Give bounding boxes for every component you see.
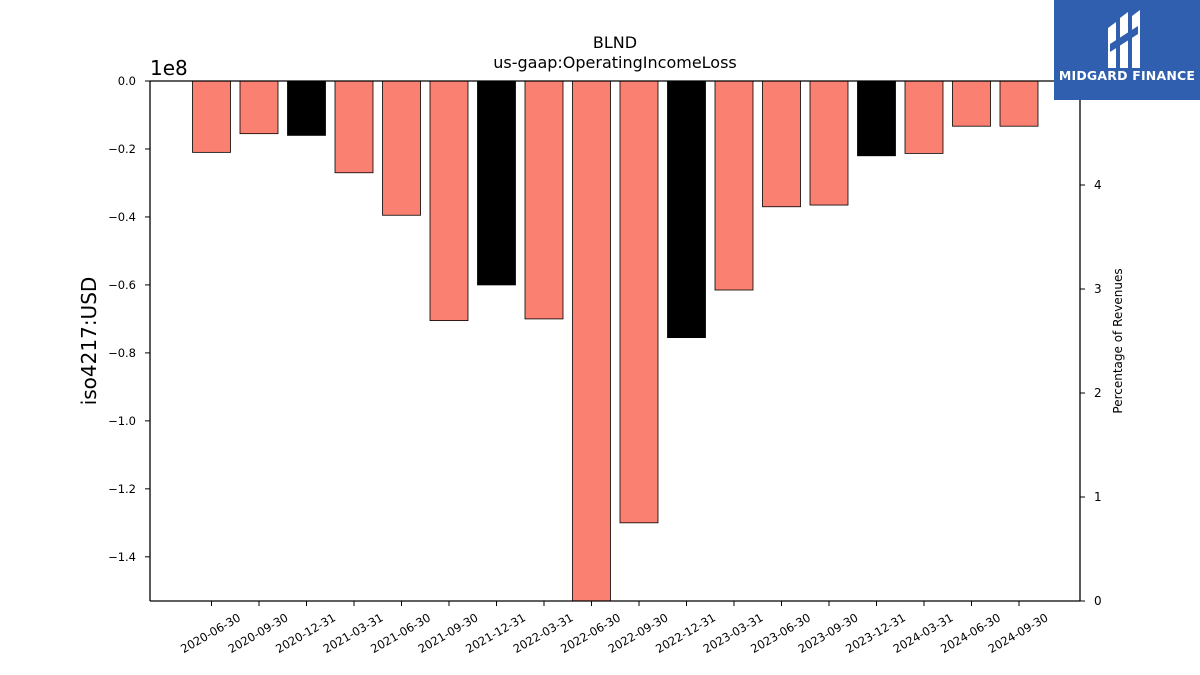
bar-2023-06-30: [762, 80, 801, 208]
bar-2024-09-30: [999, 80, 1039, 127]
midgard-logo-icon: [1108, 10, 1140, 68]
chart-subtitle: us-gaap:OperatingIncomeLoss: [493, 53, 737, 72]
bar-2020-12-31: [287, 80, 326, 136]
bar-2023-12-31: [857, 80, 896, 157]
bar-2021-03-31: [334, 80, 374, 174]
y-tick-label: −0.4: [108, 210, 136, 224]
y-axis-label: iso4217:USD: [77, 277, 101, 406]
bar-2023-03-31: [714, 80, 754, 291]
y-tick-label: −0.6: [108, 278, 136, 292]
y2-tick-label: 0: [1094, 594, 1102, 608]
bars-group: [192, 80, 1039, 602]
y2-ticks-group: 0 1 2 3 4: [1080, 178, 1102, 608]
y-tick-label: −1.0: [108, 414, 136, 428]
y2-tick-label: 2: [1094, 386, 1102, 400]
bar-2022-06-30: [572, 80, 611, 602]
y-tick-label: −0.8: [108, 346, 136, 360]
bar-2023-09-30: [809, 80, 849, 206]
y-offset-label: 1e8: [150, 56, 188, 80]
bar-2024-03-31: [904, 80, 944, 154]
y-tick-label: −1.2: [108, 482, 136, 496]
bar-2022-03-31: [524, 80, 564, 320]
x-ticks-group: 2020-06-302020-09-302020-12-312021-03-31…: [178, 601, 1051, 656]
y2-tick-label: 4: [1094, 178, 1102, 192]
chart-title: BLND: [593, 33, 637, 52]
y-tick-label: 0.0: [118, 74, 136, 88]
y-tick-label: −0.2: [108, 142, 136, 156]
bar-2021-12-31: [477, 80, 516, 286]
brand-logo: MIDGARD FINANCE: [1054, 0, 1200, 100]
brand-name: MIDGARD FINANCE: [1058, 68, 1196, 83]
y2-tick-label: 1: [1094, 490, 1102, 504]
bar-2020-06-30: [192, 80, 231, 153]
y-tick-label: −1.4: [108, 550, 136, 564]
bar-2022-09-30: [619, 80, 659, 524]
y2-tick-label: 3: [1094, 282, 1102, 296]
bar-2021-06-30: [382, 80, 421, 216]
bar-2021-09-30: [429, 80, 469, 322]
y-ticks-group: 0.0 −0.2 −0.4 −0.6 −0.8 −1.0 −1.2 −1.4: [108, 74, 150, 564]
bar-2024-06-30: [952, 80, 991, 127]
bar-2022-12-31: [667, 80, 706, 339]
bar-2020-09-30: [239, 80, 279, 135]
y2-axis-label: Percentage of Revenues: [1111, 268, 1125, 413]
